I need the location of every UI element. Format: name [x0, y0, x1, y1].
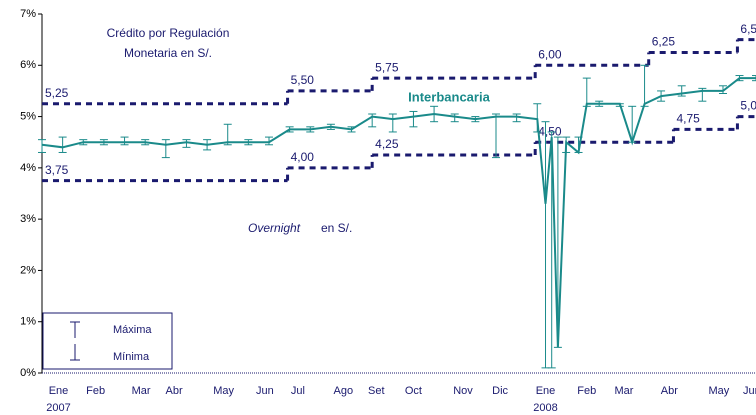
- x-tick-label: Ago: [333, 385, 353, 397]
- corridor-label: 6,00: [538, 47, 562, 61]
- corridor-label: 4,50: [538, 124, 562, 138]
- annotation: Crédito por Regulación: [107, 26, 230, 40]
- annotation: Monetaria en S/.: [124, 46, 212, 60]
- y-tick-label: 5%: [20, 110, 36, 122]
- corridor-label: 3,75: [45, 163, 69, 177]
- y-tick-label: 6%: [20, 59, 36, 71]
- y-tick-label: 3%: [20, 213, 36, 225]
- y-tick-label: 2%: [20, 264, 36, 276]
- corridor-label: 4,00: [291, 150, 315, 164]
- year-label: 2008: [533, 402, 557, 414]
- corridor-label: 6,50: [740, 22, 756, 36]
- x-tick-label: Mar: [132, 385, 151, 397]
- annotation: Overnight: [248, 221, 301, 235]
- corridor-label: 5,50: [291, 73, 315, 87]
- annotation: Interbancaria: [408, 89, 490, 104]
- corridor-label: 6,25: [652, 35, 676, 49]
- x-tick-label: Oct: [405, 385, 422, 397]
- corridor-label: 4,25: [375, 137, 399, 151]
- legend-glyph: [70, 321, 80, 361]
- corridor-label: 5,25: [45, 86, 69, 100]
- legend-box: [42, 312, 173, 370]
- x-tick-label: Feb: [577, 385, 596, 397]
- annotation: en S/.: [321, 221, 352, 235]
- x-tick-label: Set: [368, 385, 385, 397]
- legend-label: Mínima: [113, 351, 150, 363]
- corridor-label: 4,75: [676, 112, 700, 126]
- x-tick-label: Mar: [614, 385, 633, 397]
- legend-label: Máxima: [113, 324, 152, 336]
- x-tick-label: Ene: [49, 385, 69, 397]
- x-tick-label: Jun: [743, 385, 756, 397]
- y-tick-label: 1%: [20, 316, 36, 328]
- corridor-label: 5,75: [375, 60, 399, 74]
- x-tick-label: Jul: [291, 385, 305, 397]
- y-tick-label: 0%: [20, 367, 36, 379]
- series-line: [41, 77, 756, 348]
- y-tick-label: 7%: [20, 8, 36, 20]
- x-tick-label: Abr: [661, 385, 678, 397]
- x-tick-label: May: [708, 385, 729, 397]
- x-tick-label: Jun: [256, 385, 274, 397]
- x-tick-label: May: [213, 385, 234, 397]
- x-tick-label: Nov: [453, 385, 473, 397]
- corridor-label: 5,00: [740, 99, 756, 113]
- x-tick-label: Abr: [166, 385, 183, 397]
- x-tick-label: Feb: [86, 385, 105, 397]
- year-label: 2007: [46, 402, 70, 414]
- y-tick-label: 4%: [20, 162, 36, 174]
- x-tick-label: Dic: [492, 385, 508, 397]
- x-tick-label: Ene: [536, 385, 556, 397]
